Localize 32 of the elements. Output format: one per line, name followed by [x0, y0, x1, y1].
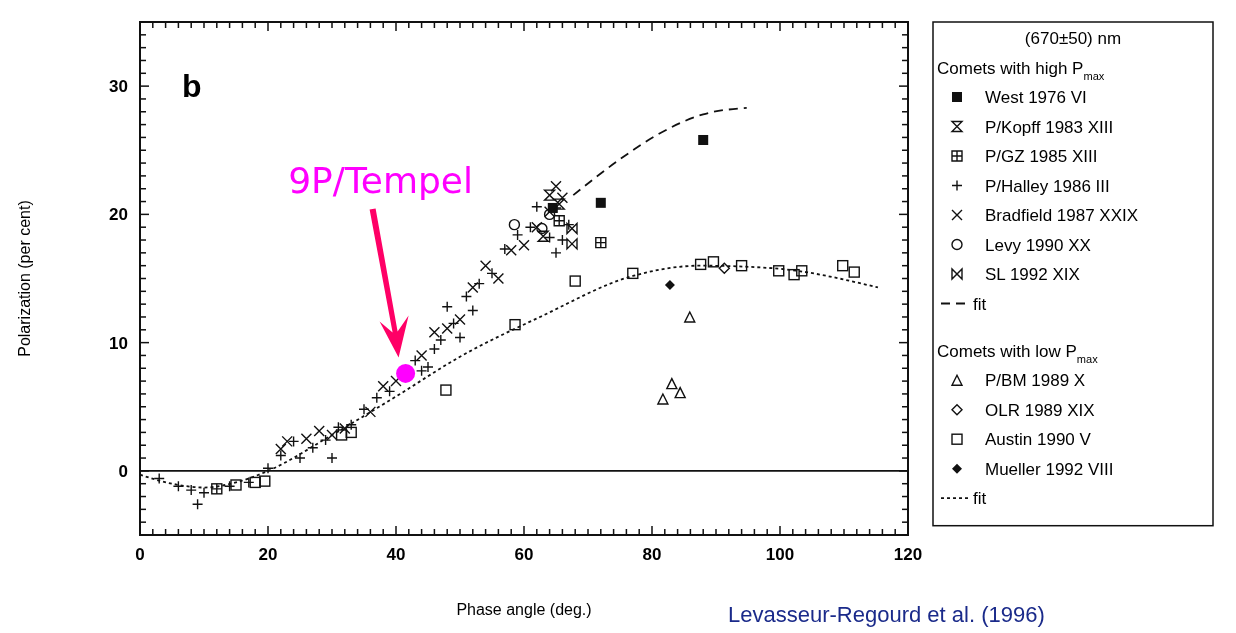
legend-label: Levy 1990 XX — [985, 235, 1091, 255]
x-tick-label: 20 — [258, 545, 278, 564]
y-tick-label: 10 — [109, 333, 128, 353]
text: Comets with high P$_{max}$ — [937, 58, 1105, 82]
y-tick-label: 20 — [109, 205, 128, 225]
legend-title: (670±50) nm — [1024, 29, 1122, 48]
legend-label: fit — [973, 294, 987, 314]
legend-label: fit — [973, 489, 987, 509]
x-tick-label: 100 — [765, 545, 795, 564]
x-tick-label: 120 — [893, 545, 923, 564]
annotation: 9P/Tempel — [288, 160, 474, 202]
y-tick-label: 30 — [109, 77, 128, 97]
legend-label: SL 1992 XIX — [985, 265, 1080, 284]
legend-label: Mueller 1992 VIII — [985, 459, 1114, 479]
legend-label: Austin 1990 V — [985, 430, 1092, 450]
x-axis-title: Phase angle (deg.) — [456, 601, 592, 618]
legend-label: P/BM 1989 X — [985, 371, 1086, 391]
legend-label: P/Halley 1986 III — [985, 176, 1110, 196]
text: Comets with low P$_{max}$ — [937, 341, 1099, 365]
legend-label: Bradfield 1987 XXIX — [985, 206, 1139, 225]
annotation: b — [182, 68, 202, 104]
legend-label: West 1976 VI — [985, 88, 1087, 107]
y-tick-label: 0 — [118, 461, 128, 481]
x-tick-label: 80 — [642, 545, 662, 564]
text: Levasseur-Regourd et al. (1996) — [728, 602, 1045, 627]
legend-label: P/Kopff 1983 XIII — [985, 117, 1114, 137]
y-axis-title: Polarization (per cent) — [16, 200, 33, 357]
x-tick-label: 60 — [514, 545, 534, 564]
legend-label: P/GZ 1985 XIII — [985, 147, 1098, 166]
x-tick-label: 0 — [135, 545, 145, 564]
x-tick-label: 40 — [386, 545, 406, 564]
legend-label: OLR 1989 XIX — [985, 400, 1095, 420]
